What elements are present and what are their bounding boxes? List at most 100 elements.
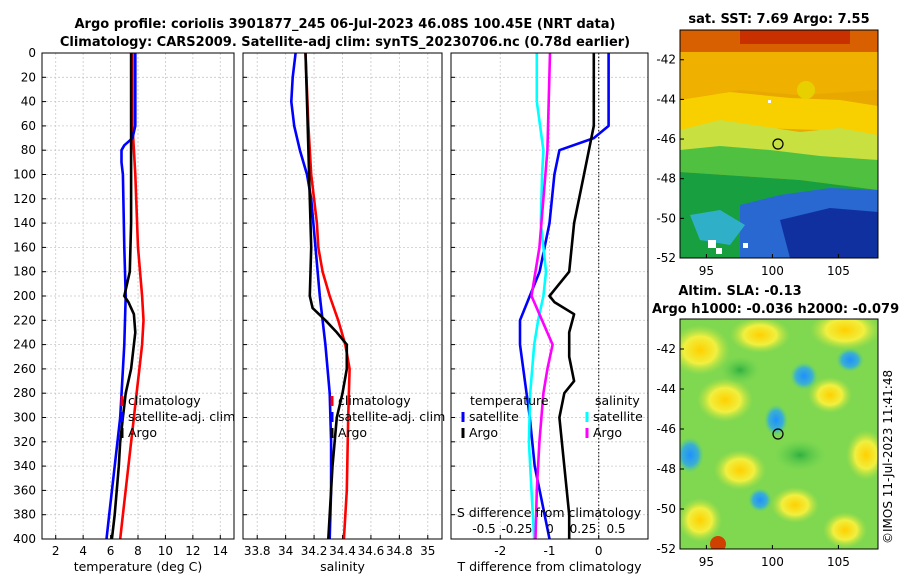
map-x-tick-label: 95: [699, 555, 714, 569]
top-x-tick-label: -0.5: [472, 522, 495, 536]
map-x-tick-label: 105: [827, 264, 850, 278]
x-tick-label: 14: [213, 544, 228, 558]
y-tick-label: 160: [13, 240, 36, 254]
x-tick-label: 34.2: [301, 544, 328, 558]
sst-map-axes: 95 100 105 -42 -44 -46 -48 -50 -52: [656, 53, 849, 278]
title-line-2: Climatology: CARS2009. Satellite-adj cli…: [60, 35, 630, 50]
series-line-argo: [110, 53, 137, 540]
series-line-salinity-satellite: [527, 53, 548, 540]
y-tick-label: 260: [13, 362, 36, 376]
legend-entry: satellite: [593, 409, 643, 424]
y-tick-label: 100: [13, 168, 36, 182]
x-tick-label: 6: [107, 544, 115, 558]
argo-location-marker: [772, 138, 784, 150]
top-x-axis-label: S difference from climatology: [457, 505, 642, 520]
legend-entry: climatology: [338, 393, 411, 408]
copyright-watermark: ©IMOS 11-Jul-2023 11:41:48: [881, 370, 895, 544]
legend-entry: satellite-adj. clim: [128, 409, 235, 424]
x-tick-label: 0: [595, 544, 603, 558]
sla-map: [680, 319, 878, 549]
legend-entry: climatology: [128, 393, 201, 408]
y-tick-label: 40: [21, 95, 36, 109]
x-tick-label: 34.6: [358, 544, 385, 558]
map-y-tick-label: -46: [656, 422, 676, 436]
title-line-1: Argo profile: coriolis 3901877_245 06-Ju…: [75, 17, 616, 32]
map-y-tick-label: -44: [656, 92, 676, 106]
map-y-tick-label: -52: [656, 542, 676, 556]
legend-entry: Argo: [593, 425, 622, 440]
map-x-tick-label: 100: [761, 264, 784, 278]
sla-map-title-line-2: Argo h1000: -0.036 h2000: -0.079: [652, 302, 899, 317]
top-x-tick-label: 0.25: [570, 522, 597, 536]
legend-entry: Argo: [338, 425, 367, 440]
sst-map: [680, 30, 878, 258]
map-x-tick-label: 105: [827, 555, 850, 569]
y-tick-label: 360: [13, 483, 36, 497]
x-tick-label: 34.8: [386, 544, 413, 558]
map-y-tick-label: -42: [656, 342, 676, 356]
sla-map-axes: 95 100 105 -42 -44 -46 -48 -50 -52: [656, 342, 849, 569]
difference-profile-panel: -2 -1 0temperaturesatelliteArgosalinitysat…: [450, 52, 649, 574]
x-axis-label: T difference from climatology: [456, 559, 642, 574]
y-tick-label: 180: [13, 265, 36, 279]
y-tick-label: 120: [13, 192, 36, 206]
y-tick-label: 60: [21, 119, 36, 133]
y-tick-label: 200: [13, 289, 36, 303]
y-tick-label: 300: [13, 411, 36, 425]
x-tick-label: 4: [79, 544, 87, 558]
x-tick-label: 34: [278, 544, 293, 558]
series-line-climatology: [118, 53, 145, 540]
series-line-argo: [304, 52, 349, 540]
y-tick-label: 340: [13, 459, 36, 473]
x-tick-label: 10: [158, 544, 173, 558]
sla-map-title-line-1: Altim. SLA: -0.13: [678, 284, 801, 299]
map-y-tick-label: -52: [656, 251, 676, 265]
salinity-profile-panel: 33.8 34 34.2 34.4 34.6 34.8 35 climatologysatel…: [242, 52, 445, 574]
legend-title-temperature: temperature: [470, 393, 549, 408]
map-y-tick-label: -44: [656, 382, 676, 396]
x-tick-label: 8: [134, 544, 142, 558]
map-y-tick-label: -50: [656, 502, 676, 516]
temperature-profile-panel: 0 20 40 60 80 100 120 140 160 180 200 220 240 260 280 3…: [13, 46, 235, 574]
y-tick-label: 400: [13, 532, 36, 546]
map-x-tick-label: 95: [699, 264, 714, 278]
y-tick-label: 80: [21, 143, 36, 157]
y-tick-label: 140: [13, 216, 36, 230]
top-x-tick-label: -0.25: [501, 522, 532, 536]
map-y-tick-label: -46: [656, 132, 676, 146]
map-y-tick-label: -48: [656, 172, 676, 186]
x-axis-label: temperature (deg C): [74, 559, 203, 574]
legend-title-salinity: salinity: [595, 393, 640, 408]
x-tick-label: 35: [420, 544, 435, 558]
y-tick-label: 20: [21, 70, 36, 84]
x-tick-label: -1: [544, 544, 556, 558]
argo-location-marker-sla: [772, 428, 784, 440]
series-line-climatology: [304, 52, 351, 540]
legend-entry: satellite-adj. clim: [338, 409, 445, 424]
x-tick-label: 12: [185, 544, 200, 558]
x-tick-label: 2: [52, 544, 60, 558]
x-tick-label: -2: [494, 544, 506, 558]
series-line-temperature-argo: [548, 53, 596, 539]
top-x-tick-label: 0.5: [606, 522, 625, 536]
map-y-tick-label: -48: [656, 462, 676, 476]
y-tick-label: 0: [28, 46, 36, 60]
legend-entry: satellite: [469, 409, 519, 424]
x-tick-label: 33.8: [244, 544, 271, 558]
y-tick-label: 220: [13, 313, 36, 327]
top-x-tick-label: 0: [546, 522, 554, 536]
y-tick-label: 320: [13, 435, 36, 449]
map-x-tick-label: 100: [761, 555, 784, 569]
plot-frame: [41, 52, 235, 540]
series-line-salinity-argo: [530, 52, 554, 540]
x-tick-label: 34.4: [329, 544, 356, 558]
plot-frame: [450, 52, 649, 540]
map-y-tick-label: -42: [656, 53, 676, 67]
legend-entry: Argo: [128, 425, 157, 440]
plot-frame: [242, 52, 443, 540]
y-tick-label: 380: [13, 508, 36, 522]
legend-entry: Argo: [469, 425, 498, 440]
y-tick-label: 280: [13, 386, 36, 400]
x-axis-label: salinity: [320, 559, 365, 574]
